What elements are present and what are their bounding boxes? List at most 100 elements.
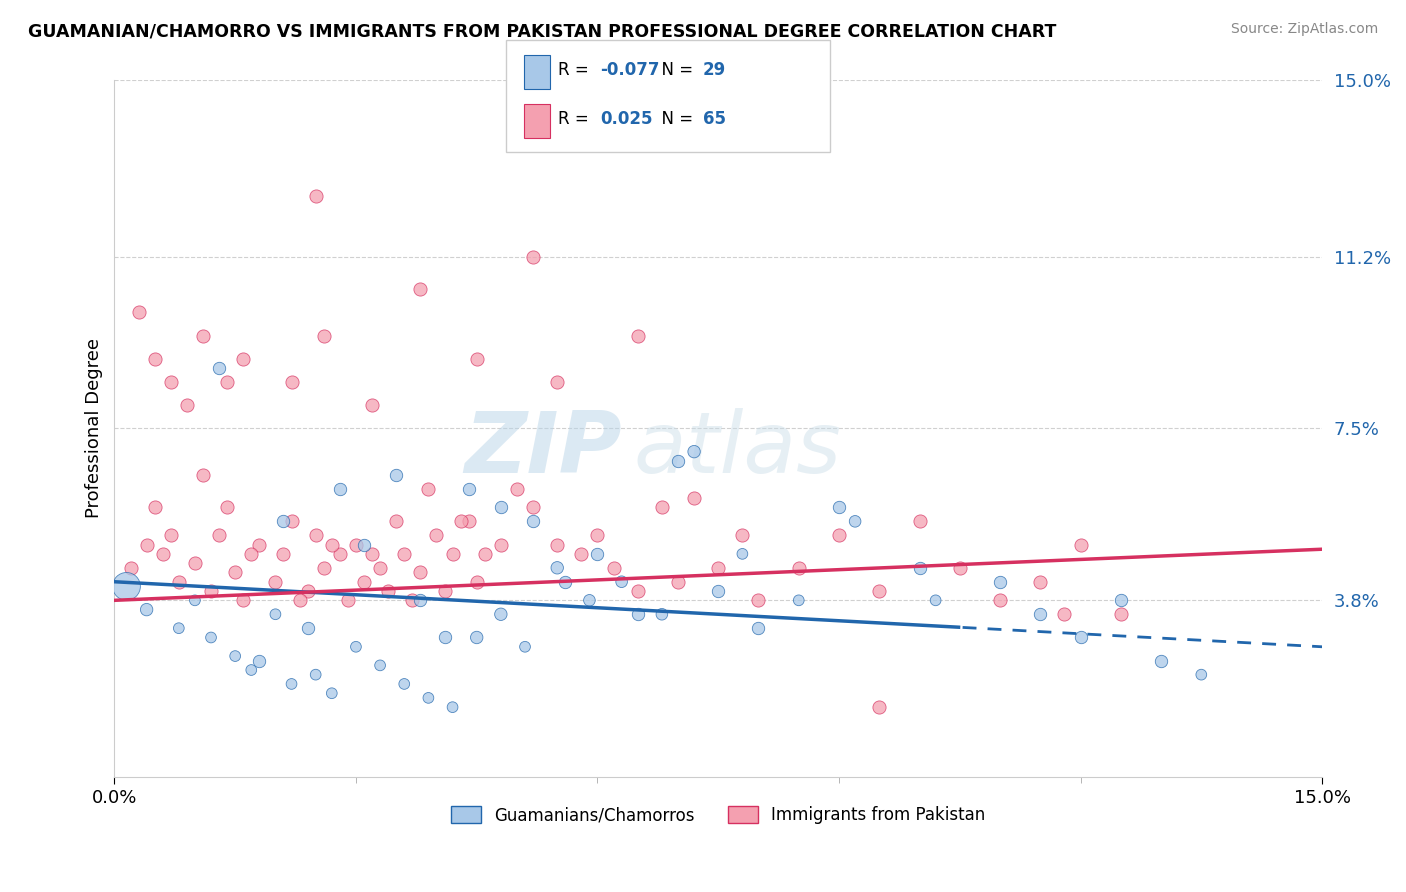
Point (418, 690, 440, 705)
Point (828, 528, 851, 542)
Point (465, 574, 488, 589)
Point (489, 500, 512, 515)
Point (200, 584, 222, 599)
Point (949, 561, 972, 575)
Point (666, 454, 689, 468)
Point (184, 593, 207, 607)
Point (1109, 607, 1132, 622)
Point (329, 547, 352, 561)
Point (465, 351, 488, 366)
Point (336, 593, 359, 607)
Point (1150, 654, 1173, 668)
Point (651, 500, 673, 515)
Point (353, 574, 375, 589)
Point (489, 607, 512, 622)
Point (569, 547, 592, 561)
Point (312, 328, 335, 343)
Point (115, 579, 138, 593)
Point (361, 547, 384, 561)
Point (988, 574, 1011, 589)
Point (409, 593, 432, 607)
Point (1053, 607, 1076, 622)
Text: 65: 65 (703, 110, 725, 128)
Text: -0.077: -0.077 (600, 61, 659, 78)
Point (465, 631, 488, 645)
Point (924, 593, 946, 607)
Point (200, 631, 222, 645)
Point (457, 514, 479, 528)
Point (135, 602, 157, 616)
Point (191, 328, 214, 343)
Point (297, 621, 319, 635)
Point (707, 584, 730, 599)
Point (546, 375, 568, 389)
Point (409, 566, 432, 580)
Point (344, 538, 367, 552)
Point (264, 607, 287, 622)
Point (143, 500, 166, 515)
Point (627, 328, 650, 343)
Point (747, 621, 769, 635)
Point (586, 528, 609, 542)
Point (554, 574, 576, 589)
Point (546, 538, 568, 552)
Text: ZIP: ZIP (464, 408, 621, 491)
Point (321, 538, 343, 552)
Point (787, 561, 810, 575)
Point (1029, 574, 1052, 589)
Point (441, 700, 464, 714)
Point (731, 528, 754, 542)
Point (247, 538, 270, 552)
Point (433, 584, 456, 599)
Point (368, 658, 391, 673)
Point (184, 556, 207, 570)
Text: atlas: atlas (634, 408, 842, 491)
Text: 0.025: 0.025 (600, 110, 652, 128)
Point (409, 282, 432, 296)
Point (586, 547, 609, 561)
Point (280, 375, 302, 389)
Point (844, 514, 866, 528)
Point (522, 500, 544, 515)
Point (120, 561, 142, 575)
Point (908, 514, 931, 528)
Point (208, 528, 231, 542)
Point (394, 677, 416, 691)
Point (240, 547, 263, 561)
Point (627, 607, 650, 622)
Point (450, 514, 472, 528)
Point (361, 398, 384, 412)
Point (868, 700, 890, 714)
Point (273, 514, 295, 528)
Point (1189, 667, 1212, 681)
Point (602, 561, 624, 575)
Point (425, 528, 447, 542)
Point (1029, 607, 1052, 622)
Point (828, 500, 851, 515)
Point (513, 640, 536, 654)
Point (280, 514, 302, 528)
Point (610, 574, 633, 589)
Point (167, 574, 190, 589)
Point (747, 593, 769, 607)
Point (988, 593, 1011, 607)
Text: R =: R = (558, 61, 589, 78)
Point (666, 574, 689, 589)
Point (522, 514, 544, 528)
Text: Source: ZipAtlas.com: Source: ZipAtlas.com (1230, 22, 1378, 37)
Point (329, 482, 352, 496)
Point (1070, 538, 1092, 552)
Point (489, 538, 512, 552)
Point (474, 547, 496, 561)
Point (418, 482, 440, 496)
Point (247, 654, 270, 668)
Point (401, 593, 423, 607)
Point (377, 584, 399, 599)
Point (394, 547, 416, 561)
Point (578, 593, 600, 607)
Y-axis label: Professional Degree: Professional Degree (86, 338, 103, 518)
Point (232, 593, 254, 607)
Point (176, 398, 198, 412)
Point (167, 621, 190, 635)
Point (683, 444, 706, 458)
